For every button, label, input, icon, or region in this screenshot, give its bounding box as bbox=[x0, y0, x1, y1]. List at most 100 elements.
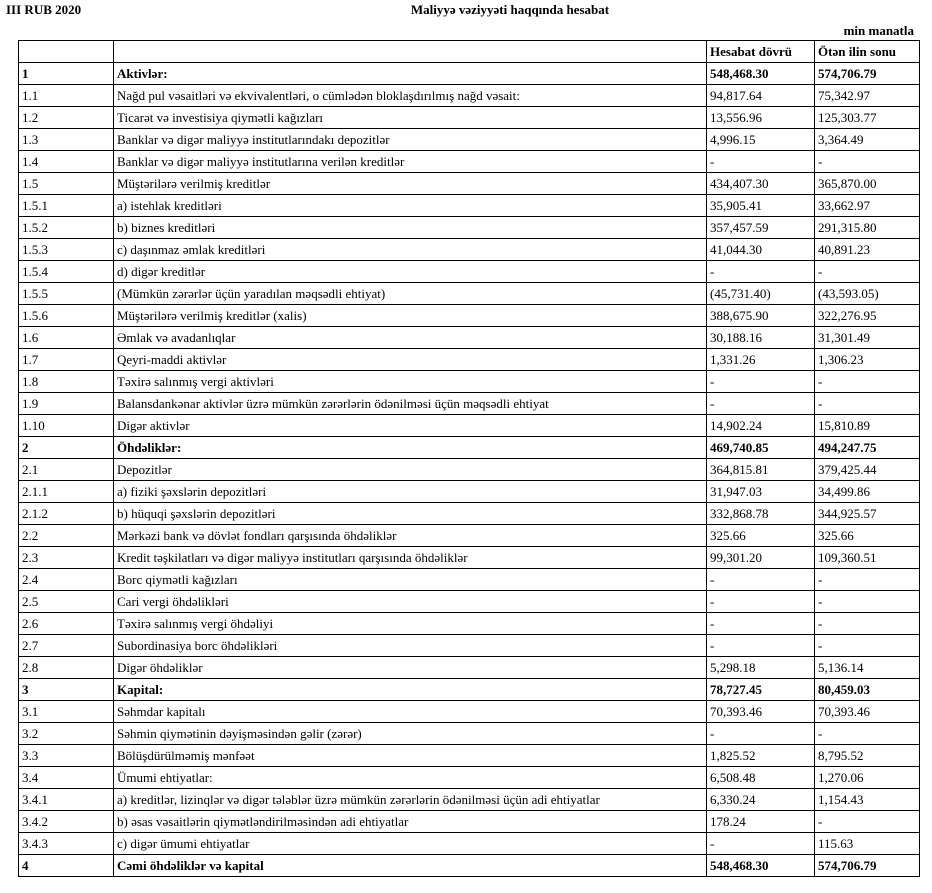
row-number: 2.7 bbox=[18, 634, 114, 657]
table-row: 2.3 Kredit təşkilatları və digər maliyyə … bbox=[18, 546, 920, 569]
previous-value: 344,925.57 bbox=[814, 502, 920, 525]
previous-value: - bbox=[814, 370, 920, 393]
row-label: d) digər kreditlər bbox=[113, 260, 707, 283]
previous-value: (43,593.05) bbox=[814, 282, 920, 305]
row-number: 2.5 bbox=[18, 590, 114, 613]
table-row: 3.4 Ümumi ehtiyatlar: 6,508.48 1,270.06 bbox=[18, 766, 920, 789]
table-row: 1.5.4 d) digər kreditlər - - bbox=[18, 260, 920, 283]
table-row: 1.5.3 c) daşınmaz əmlak kreditləri 41,044.… bbox=[18, 238, 920, 261]
row-number: 1.4 bbox=[18, 150, 114, 173]
row-number: 1.7 bbox=[18, 348, 114, 371]
previous-value: 322,276.95 bbox=[814, 304, 920, 327]
row-number: 1.5 bbox=[18, 172, 114, 195]
table-row: 2.7 Subordinasiya borc öhdəlikləri - - bbox=[18, 634, 920, 657]
row-number: 3.4.3 bbox=[18, 832, 114, 855]
previous-value: 40,891.23 bbox=[814, 238, 920, 261]
row-number: 1.5.3 bbox=[18, 238, 114, 261]
table-row: 1.5 Müştərilərə verilmiş kreditlər 434,407… bbox=[18, 172, 920, 195]
current-value: - bbox=[706, 568, 815, 591]
row-number: 2.6 bbox=[18, 612, 114, 635]
row-label: Mərkəzi bank və dövlət fondları qarşısın… bbox=[113, 524, 707, 547]
current-value: 357,457.59 bbox=[706, 216, 815, 239]
current-value: 94,817.64 bbox=[706, 84, 815, 107]
current-value: 178.24 bbox=[706, 810, 815, 833]
current-value: 35,905.41 bbox=[706, 194, 815, 217]
previous-value: 109,360.51 bbox=[814, 546, 920, 569]
current-value: 31,947.03 bbox=[706, 480, 815, 503]
current-value: - bbox=[706, 370, 815, 393]
table-row: 2.6 Təxirə salınmış vergi öhdəliyi - - bbox=[18, 612, 920, 635]
current-value: - bbox=[706, 590, 815, 613]
row-number: 3.1 bbox=[18, 700, 114, 723]
header-cell: Hesabat dövrü bbox=[706, 40, 815, 63]
row-label: Digər aktivlər bbox=[113, 414, 707, 437]
row-number: 1.5.2 bbox=[18, 216, 114, 239]
current-value: 388,675.90 bbox=[706, 304, 815, 327]
row-number: 1.5.6 bbox=[18, 304, 114, 327]
current-value: 548,468.30 bbox=[706, 62, 815, 85]
row-number: 2.8 bbox=[18, 656, 114, 679]
current-value: - bbox=[706, 150, 815, 173]
previous-value: 33,662.97 bbox=[814, 194, 920, 217]
table-row: 2.4 Borc qiymətli kağızları - - bbox=[18, 568, 920, 591]
report-title: Maliyyə vəziyyəti haqqında hesabat bbox=[410, 2, 610, 17]
row-number: 3.4 bbox=[18, 766, 114, 789]
row-number: 3.4.1 bbox=[18, 788, 114, 811]
row-label: Kredit təşkilatları və digər maliyyə ins… bbox=[113, 546, 707, 569]
previous-value: 34,499.86 bbox=[814, 480, 920, 503]
row-label: Bölüşdürülməmiş mənfəət bbox=[113, 744, 707, 767]
current-value: 14,902.24 bbox=[706, 414, 815, 437]
row-label: a) istehlak kreditləri bbox=[113, 194, 707, 217]
row-label: Depozitlər bbox=[113, 458, 707, 481]
row-number: 2.2 bbox=[18, 524, 114, 547]
table-row: 1.5.6 Müştərilərə verilmiş kreditlər (xal… bbox=[18, 304, 920, 327]
row-label: Subordinasiya borc öhdəlikləri bbox=[113, 634, 707, 657]
table-row: 2.5 Cari vergi öhdəlikləri - - bbox=[18, 590, 920, 613]
table-row: 3 Kapital: 78,727.45 80,459.03 bbox=[18, 678, 920, 701]
previous-value: - bbox=[814, 392, 920, 415]
current-value: 41,044.30 bbox=[706, 238, 815, 261]
table-row: 4 Cəmi öhdəliklər və kapital 548,468.30 574… bbox=[18, 854, 920, 877]
previous-value: - bbox=[814, 810, 920, 833]
row-number: 3.3 bbox=[18, 744, 114, 767]
row-label: (Mümkün zərərlər üçün yaradılan məqsədli… bbox=[113, 282, 707, 305]
row-number: 2.1 bbox=[18, 458, 114, 481]
row-label: Cəmi öhdəliklər və kapital bbox=[113, 854, 707, 877]
row-number: 1.5.4 bbox=[18, 260, 114, 283]
current-value: 30,188.16 bbox=[706, 326, 815, 349]
row-label: Təxirə salınmış vergi aktivləri bbox=[113, 370, 707, 393]
current-value: 5,298.18 bbox=[706, 656, 815, 679]
current-value: - bbox=[706, 260, 815, 283]
row-label: a) fiziki şəxslərin depozitləri bbox=[113, 480, 707, 503]
table-row: 1.2 Ticarət və investisiya qiymətli kağız… bbox=[18, 106, 920, 129]
previous-value: - bbox=[814, 590, 920, 613]
row-number: 4 bbox=[18, 854, 114, 877]
current-value: 70,393.46 bbox=[706, 700, 815, 723]
current-value: 13,556.96 bbox=[706, 106, 815, 129]
table-row: 3.3 Bölüşdürülməmiş mənfəət 1,825.52 8,795.… bbox=[18, 744, 920, 767]
row-label: Qeyri-maddi aktivlər bbox=[113, 348, 707, 371]
table-row: 1.6 Əmlak və avadanlıqlar 30,188.16 31,301.… bbox=[18, 326, 920, 349]
row-label: Ticarət və investisiya qiymətli kağızlar… bbox=[113, 106, 707, 129]
row-number: 2.4 bbox=[18, 568, 114, 591]
table-row: 2.8 Digər öhdəliklər 5,298.18 5,136.14 bbox=[18, 656, 920, 679]
current-value: 332,868.78 bbox=[706, 502, 815, 525]
previous-value: 365,870.00 bbox=[814, 172, 920, 195]
row-label: Banklar və digər maliyyə institutlarında… bbox=[113, 128, 707, 151]
row-number: 1 bbox=[18, 62, 114, 85]
previous-value: 80,459.03 bbox=[814, 678, 920, 701]
row-number: 1.10 bbox=[18, 414, 114, 437]
current-value: 4,996.15 bbox=[706, 128, 815, 151]
header-cell: Ötən ilin sonu bbox=[814, 40, 920, 63]
table-row: 2.1 Depozitlər 364,815.81 379,425.44 bbox=[18, 458, 920, 481]
table-row: 2.1.2 b) hüquqi şəxslərin depozitləri 332,… bbox=[18, 502, 920, 525]
current-value: 325.66 bbox=[706, 524, 815, 547]
table-row: 2 Öhdəliklər: 469,740.85 494,247.75 bbox=[18, 436, 920, 459]
row-label: Borc qiymətli kağızları bbox=[113, 568, 707, 591]
row-number: 2.1.2 bbox=[18, 502, 114, 525]
table-row: 2.1.1 a) fiziki şəxslərin depozitləri 31,9… bbox=[18, 480, 920, 503]
previous-value: - bbox=[814, 150, 920, 173]
current-value: - bbox=[706, 392, 815, 415]
previous-value: 75,342.97 bbox=[814, 84, 920, 107]
row-label: Müştərilərə verilmiş kreditlər (xalis) bbox=[113, 304, 707, 327]
